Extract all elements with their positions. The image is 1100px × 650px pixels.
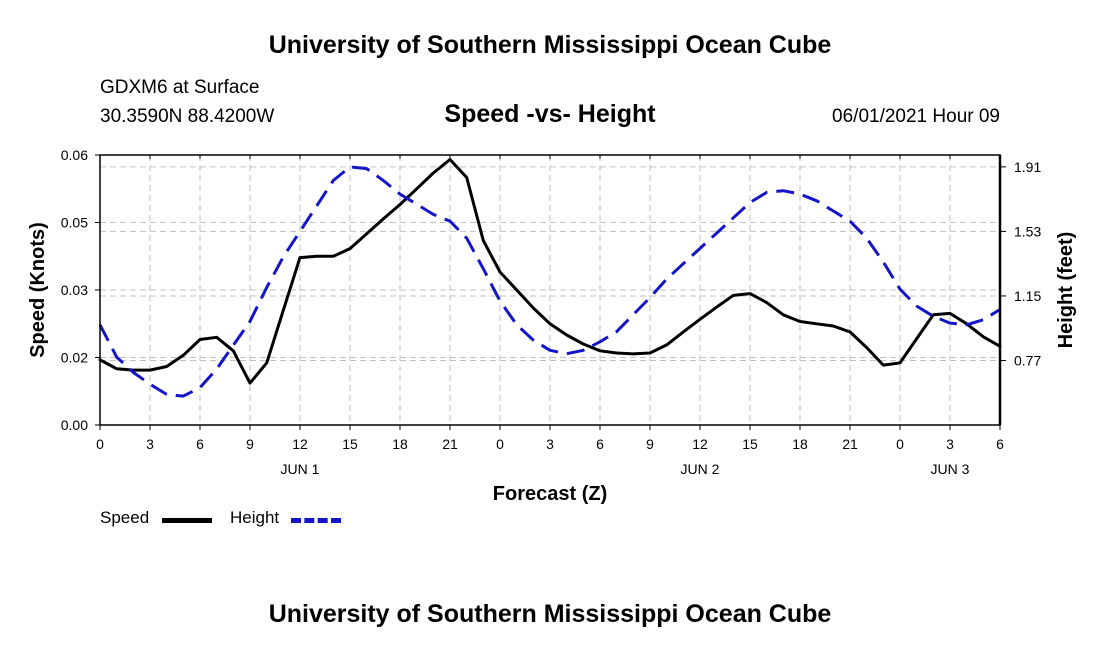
x-tick-label: 9 <box>246 436 254 452</box>
x-tick-label: 15 <box>742 436 758 452</box>
x-day-label: JUN 3 <box>931 461 970 477</box>
x-tick-label: 6 <box>996 436 1004 452</box>
x-tick-label: 3 <box>146 436 154 452</box>
station-label: GDXM6 at Surface <box>100 77 260 98</box>
legend-height-label: Height <box>230 508 280 527</box>
x-tick-label: 12 <box>692 436 708 452</box>
coordinates-label: 30.3590N 88.4200W <box>100 106 275 127</box>
x-tick-label: 0 <box>896 436 904 452</box>
y-tick-label-right: 1.15 <box>1014 288 1041 304</box>
x-tick-label: 3 <box>946 436 954 452</box>
x-day-label: JUN 1 <box>281 461 320 477</box>
y-tick-label-right: 1.91 <box>1014 159 1041 175</box>
x-day-label: JUN 2 <box>681 461 720 477</box>
x-tick-label: 21 <box>442 436 458 452</box>
x-tick-label: 6 <box>596 436 604 452</box>
y-tick-label-right: 0.77 <box>1014 352 1041 368</box>
y-tick-label-left: 0.03 <box>61 282 88 298</box>
legend-speed-swatch <box>162 518 212 523</box>
page-title: University of Southern Mississippi Ocean… <box>268 31 832 59</box>
x-tick-label: 12 <box>292 436 308 452</box>
series-line-speed <box>98 158 1002 385</box>
x-tick-label: 3 <box>546 436 554 452</box>
x-tick-label: 18 <box>792 436 808 452</box>
y-tick-label-right: 1.53 <box>1014 223 1041 239</box>
footer-title: University of Southern Mississippi Ocean… <box>268 600 832 628</box>
y-tick-label-left: 0.06 <box>61 147 88 163</box>
x-tick-label: 6 <box>196 436 204 452</box>
y-axis-label-right: Height (feet) <box>1055 232 1077 349</box>
series-line-height <box>98 165 1001 398</box>
legend-height-swatch <box>291 518 341 523</box>
y-tick-label-left: 0.05 <box>61 215 88 231</box>
x-tick-label: 21 <box>842 436 858 452</box>
x-tick-label: 0 <box>96 436 104 452</box>
legend-speed-label: Speed <box>100 508 150 527</box>
x-tick-label: 0 <box>496 436 504 452</box>
y-tick-label-left: 0.02 <box>61 350 88 366</box>
chart-subtitle: Speed -vs- Height <box>444 100 656 128</box>
y-axis-label-left: Speed (Knots) <box>27 222 49 358</box>
x-axis-label: Forecast (Z) <box>493 483 607 505</box>
y-tick-label-left: 0.00 <box>61 417 88 433</box>
forecast-datetime: 06/01/2021 Hour 09 <box>832 106 1000 127</box>
x-tick-label: 9 <box>646 436 654 452</box>
x-tick-label: 18 <box>392 436 408 452</box>
x-tick-label: 15 <box>342 436 358 452</box>
